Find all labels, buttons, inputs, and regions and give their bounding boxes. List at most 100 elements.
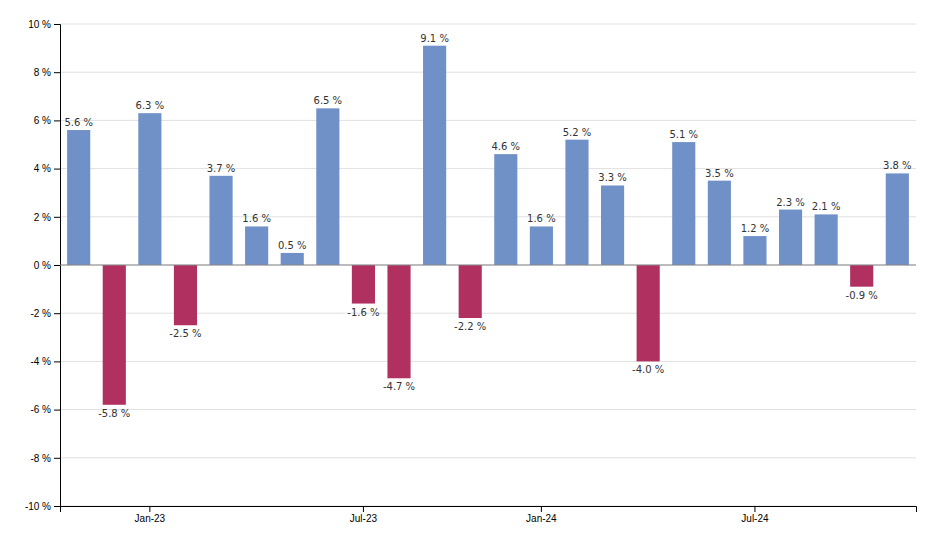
y-tick-label: -2 %	[30, 308, 51, 319]
x-tick-label: Jan-24	[526, 513, 557, 524]
x-tick: Jan-24	[526, 506, 557, 524]
data-label: -5.8 %	[98, 408, 130, 419]
grid	[60, 24, 916, 506]
y-axis-line	[54, 25, 61, 507]
bar	[352, 265, 375, 304]
y-tick-mark	[54, 361, 60, 362]
bar	[743, 236, 766, 265]
grid-line	[60, 361, 916, 362]
data-labels: 5.6 % -5.8 % 6.3 % -2.5 % 3.7 % 1.6 % 0.5 % 6.5…	[64, 33, 911, 419]
bar	[174, 265, 197, 325]
bar	[138, 113, 161, 265]
grid-line	[60, 457, 916, 458]
y-tick-label: 0 %	[34, 260, 51, 271]
data-label: 0.5 %	[278, 240, 307, 251]
y-tick-label: 6 %	[34, 115, 51, 126]
y-tick-label: 4 %	[34, 163, 51, 174]
bar	[850, 265, 873, 287]
x-tick-mark	[363, 506, 364, 512]
grid-line	[60, 120, 916, 121]
y-tick-label: -10 %	[25, 501, 51, 512]
y-tick: 2 %	[34, 212, 60, 223]
data-label: -2.2 %	[454, 321, 486, 332]
bar	[708, 181, 731, 265]
data-label: -2.5 %	[169, 328, 201, 339]
grid-line	[60, 72, 916, 73]
bar	[815, 214, 838, 265]
x-tick-label: Jul-24	[741, 513, 769, 524]
y-tick-label: -4 %	[30, 356, 51, 367]
y-tick: -6 %	[30, 404, 60, 415]
grid-line	[60, 409, 916, 410]
y-tick: -10 %	[25, 501, 60, 512]
bar	[459, 265, 482, 318]
data-label: -4.0 %	[632, 364, 664, 375]
bar	[672, 142, 695, 265]
y-tick-mark	[54, 72, 60, 73]
data-label: -1.6 %	[347, 307, 379, 318]
bar	[779, 210, 802, 265]
baseline	[60, 265, 916, 266]
y-tick-mark	[54, 313, 60, 314]
data-label: 3.3 %	[598, 172, 627, 183]
x-tick-mark	[541, 506, 542, 512]
x-tick-mark	[149, 506, 150, 512]
y-tick: 8 %	[34, 67, 60, 78]
bar	[886, 173, 909, 265]
data-label: -4.7 %	[383, 381, 415, 392]
bar	[601, 185, 624, 265]
y-tick-label: 2 %	[34, 212, 51, 223]
y-tick-mark	[54, 24, 60, 25]
chart: -10 % -8 % -6 % -4 % -2 % 0 % 2 % 4 % 6 % 8 % 10 %…	[0, 0, 940, 550]
bar	[67, 130, 90, 265]
y-axis: -10 % -8 % -6 % -4 % -2 % 0 % 2 % 4 % 6 % 8 % 10 %	[25, 19, 61, 512]
data-label: 3.7 %	[207, 163, 236, 174]
y-tick: 6 %	[34, 115, 60, 126]
bar	[245, 226, 268, 265]
y-tick-label: 8 %	[34, 67, 51, 78]
data-label: 2.3 %	[776, 197, 805, 208]
bar	[565, 140, 588, 265]
data-label: 1.6 %	[527, 213, 556, 224]
y-tick: -2 %	[30, 308, 60, 319]
data-label: 9.1 %	[420, 33, 449, 44]
bars	[67, 46, 909, 405]
data-label: -0.9 %	[846, 290, 878, 301]
data-label: 3.5 %	[705, 168, 734, 179]
y-tick-mark	[54, 265, 60, 266]
bar	[423, 46, 446, 265]
y-tick: -8 %	[30, 453, 60, 464]
y-tick: -4 %	[30, 356, 60, 367]
data-label: 5.6 %	[64, 117, 93, 128]
grid-line	[60, 24, 916, 25]
bar	[530, 226, 553, 265]
y-tick-label: -6 %	[30, 404, 51, 415]
bar	[209, 176, 232, 265]
bar	[281, 253, 304, 265]
data-label: 3.8 %	[883, 160, 912, 171]
bar	[103, 265, 126, 405]
x-axis: Jan-23 Jul-23 Jan-24 Jul-24	[61, 506, 917, 524]
y-tick-mark	[54, 169, 60, 170]
x-tick-mark	[754, 506, 755, 512]
x-tick: Jul-24	[741, 506, 769, 524]
bar	[494, 154, 517, 265]
data-label: 4.6 %	[491, 141, 520, 152]
data-label: 1.2 %	[741, 223, 770, 234]
bar	[316, 108, 339, 265]
x-tick-label: Jan-23	[135, 513, 166, 524]
bar	[637, 265, 660, 361]
y-tick-mark	[54, 506, 60, 507]
data-label: 6.3 %	[136, 100, 165, 111]
data-label: 5.2 %	[563, 127, 592, 138]
bar	[387, 265, 410, 378]
y-tick-mark	[54, 217, 60, 218]
data-label: 5.1 %	[669, 129, 698, 140]
data-label: 2.1 %	[812, 201, 841, 212]
x-tick: Jan-23	[135, 506, 166, 524]
x-tick: Jul-23	[350, 506, 378, 524]
y-tick: 0 %	[34, 260, 60, 271]
grid-line	[60, 265, 916, 266]
y-tick-label: 10 %	[28, 19, 51, 30]
data-label: 6.5 %	[314, 95, 343, 106]
